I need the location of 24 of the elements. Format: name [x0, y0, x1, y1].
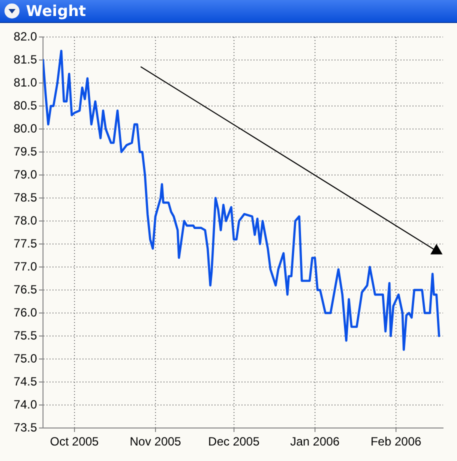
- y-tick-label: 78.0: [14, 213, 38, 228]
- x-tick-label: Jan 2006: [290, 434, 340, 449]
- y-tick-label: 77.0: [14, 259, 38, 274]
- y-tick-label: 80.0: [14, 121, 38, 136]
- y-tick-label: 78.5: [14, 190, 38, 204]
- y-tick-label: 75.5: [14, 328, 38, 342]
- y-tick-label: 75.0: [14, 351, 38, 366]
- chart-title: Weight: [26, 2, 86, 20]
- y-tick-label: 76.0: [14, 305, 38, 320]
- x-tick-label: Feb 2006: [370, 434, 422, 449]
- y-tick-label: 79.5: [14, 144, 38, 158]
- y-tick-label: 74.0: [14, 397, 38, 412]
- x-tick-label: Oct 2005: [50, 434, 100, 449]
- y-tick-label: 76.5: [14, 282, 38, 296]
- y-tick-label: 79.0: [14, 167, 38, 182]
- y-tick-label: 80.5: [14, 98, 38, 112]
- y-tick-label: 81.5: [14, 52, 38, 66]
- y-tick-label: 82.0: [14, 29, 38, 44]
- x-tick-label: Dec 2005: [208, 434, 260, 449]
- x-tick-label: Nov 2005: [130, 434, 182, 449]
- y-tick-label: 74.5: [14, 374, 38, 388]
- y-tick-label: 73.5: [14, 420, 38, 434]
- y-tick-label: 77.5: [14, 236, 38, 250]
- y-tick-label: 81.0: [14, 75, 38, 90]
